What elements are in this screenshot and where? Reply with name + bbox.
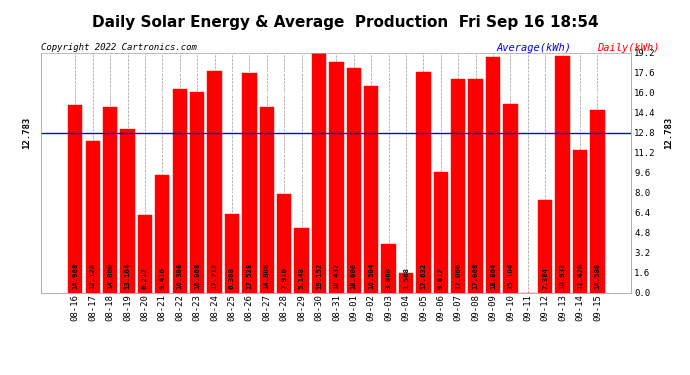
Text: 18.432: 18.432 [333, 262, 339, 289]
Bar [86, 141, 100, 292]
Bar [469, 79, 483, 292]
Text: 14.808: 14.808 [264, 262, 270, 289]
Bar [155, 175, 170, 292]
Text: 3.868: 3.868 [386, 267, 392, 289]
Bar [573, 150, 587, 292]
Text: 18.932: 18.932 [560, 262, 566, 289]
Text: 19.152: 19.152 [316, 262, 322, 289]
Bar [416, 72, 431, 292]
Bar [451, 79, 465, 292]
Text: 13.104: 13.104 [125, 262, 130, 289]
Bar [538, 200, 552, 292]
Text: 17.528: 17.528 [246, 262, 253, 289]
Bar [346, 68, 361, 292]
Text: 12.783: 12.783 [22, 117, 31, 149]
Text: Average(kWh): Average(kWh) [497, 43, 572, 53]
Bar [329, 62, 344, 292]
Text: 12.128: 12.128 [90, 262, 96, 289]
Bar [555, 56, 570, 292]
Text: 11.428: 11.428 [577, 262, 583, 289]
Bar [68, 105, 83, 292]
Bar [172, 88, 187, 292]
Text: 7.384: 7.384 [542, 267, 548, 289]
Text: 16.504: 16.504 [368, 262, 374, 289]
Text: 16.308: 16.308 [177, 262, 183, 289]
Text: 1.568: 1.568 [403, 267, 409, 289]
Text: 18.000: 18.000 [351, 262, 357, 289]
Bar [312, 53, 326, 292]
Text: 14.968: 14.968 [72, 262, 79, 289]
Text: 14.860: 14.860 [107, 262, 113, 289]
Bar [433, 172, 448, 292]
Text: 6.212: 6.212 [142, 267, 148, 289]
Bar [590, 110, 604, 292]
Bar [190, 92, 204, 292]
Text: 12.783: 12.783 [664, 117, 673, 149]
Text: Copyright 2022 Cartronics.com: Copyright 2022 Cartronics.com [41, 43, 197, 52]
Text: Daily(kWh): Daily(kWh) [597, 43, 660, 53]
Bar [225, 214, 239, 292]
Text: 16.068: 16.068 [194, 262, 200, 289]
Text: 15.104: 15.104 [507, 262, 513, 289]
Text: 17.632: 17.632 [420, 262, 426, 289]
Text: 17.068: 17.068 [473, 262, 479, 289]
Text: 9.612: 9.612 [437, 267, 444, 289]
Bar [121, 129, 135, 292]
Bar [208, 71, 221, 292]
Text: 7.916: 7.916 [281, 267, 287, 289]
Bar [364, 86, 378, 292]
Text: 17.060: 17.060 [455, 262, 461, 289]
Bar [399, 273, 413, 292]
Bar [503, 104, 518, 292]
Bar [138, 215, 152, 292]
Text: 18.864: 18.864 [490, 262, 496, 289]
Text: 6.308: 6.308 [229, 267, 235, 289]
Bar [295, 228, 308, 292]
Text: 14.580: 14.580 [594, 262, 600, 289]
Text: Daily Solar Energy & Average  Production  Fri Sep 16 18:54: Daily Solar Energy & Average Production … [92, 15, 598, 30]
Bar [242, 74, 257, 292]
Text: 9.416: 9.416 [159, 267, 166, 289]
Bar [486, 57, 500, 292]
Bar [259, 107, 274, 292]
Bar [382, 244, 395, 292]
Text: 5.148: 5.148 [299, 267, 304, 289]
Bar [277, 194, 291, 292]
Text: 17.712: 17.712 [212, 262, 217, 289]
Bar [103, 107, 117, 292]
